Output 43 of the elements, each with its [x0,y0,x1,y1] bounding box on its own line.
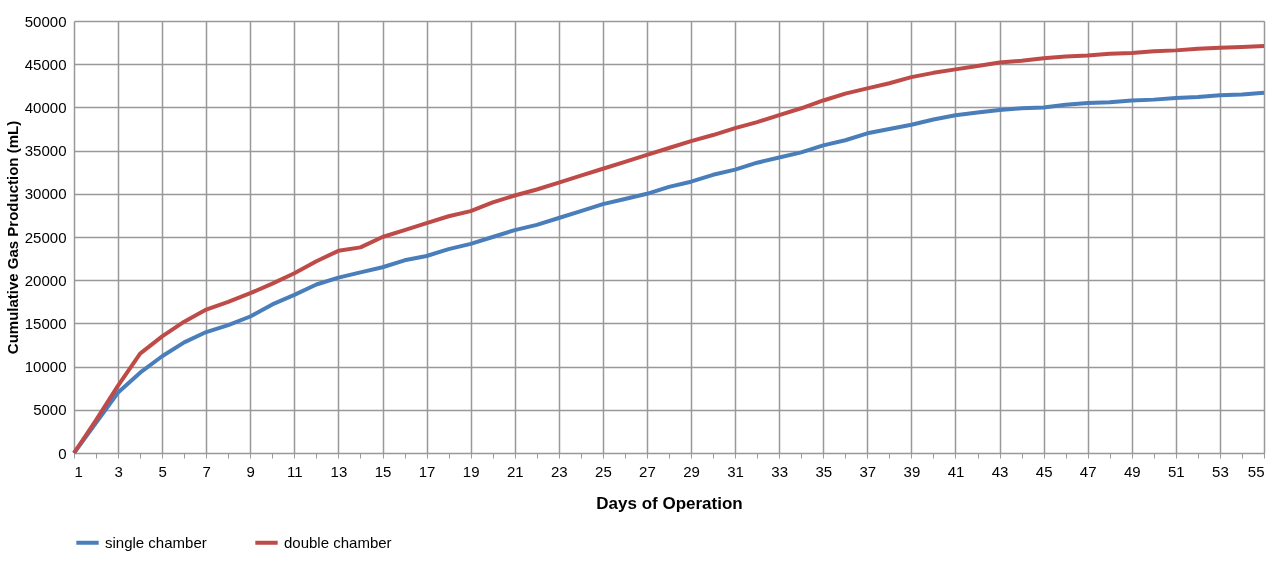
x-tick-label: 7 [202,462,211,480]
x-tick-label: 29 [683,462,700,480]
x-tick-label: 15 [374,462,392,480]
y-tick-label: 50000 [24,12,67,30]
x-tick-label: 5 [158,462,167,480]
x-tick-label: 49 [1123,462,1141,480]
x-tick-label: 1 [74,462,83,480]
x-tick-label: 41 [947,462,965,480]
y-tick-label: 0 [58,444,67,462]
y-tick-label: 45000 [24,55,67,73]
x-tick-label: 39 [903,462,921,480]
x-tick-label: 9 [246,462,255,480]
x-tick-label: 11 [287,462,303,480]
y-tick-label: 10000 [24,358,67,376]
x-tick-label: 47 [1079,462,1097,480]
y-tick-label: 40000 [24,98,67,116]
y-tick-label: 15000 [24,314,67,332]
x-tick-label: 3 [114,462,123,480]
y-tick-label: 30000 [24,185,67,203]
x-tick-label: 21 [506,462,524,480]
x-axis-title: Days of Operation [596,493,743,513]
x-tick-label: 23 [550,462,568,480]
x-tick-label: 45 [1035,462,1053,480]
y-axis-title: Cumulative Gas Production (mL) [3,120,21,355]
x-tick-label: 53 [1212,462,1229,480]
x-tick-label: 33 [771,462,789,480]
x-tick-label: 13 [330,462,348,480]
x-tick-label: 51 [1168,462,1185,480]
x-tick-label: 35 [815,462,833,480]
x-tick-label: 37 [859,462,877,480]
y-tick-label: 20000 [24,271,67,289]
x-tick-label: 17 [418,462,436,480]
y-tick-label: 35000 [24,142,67,160]
x-tick-label: 55 [1247,462,1265,480]
x-tick-label: 43 [991,462,1009,480]
y-tick-label: 25000 [24,228,67,246]
x-tick-label: 31 [727,462,744,480]
legend-label: single chamber [105,533,207,551]
y-tick-label: 5000 [33,401,67,419]
legend-label: double chamber [284,533,392,551]
x-tick-label: 27 [639,462,656,480]
x-tick-label: 25 [595,462,612,480]
x-tick-label: 19 [462,462,480,480]
